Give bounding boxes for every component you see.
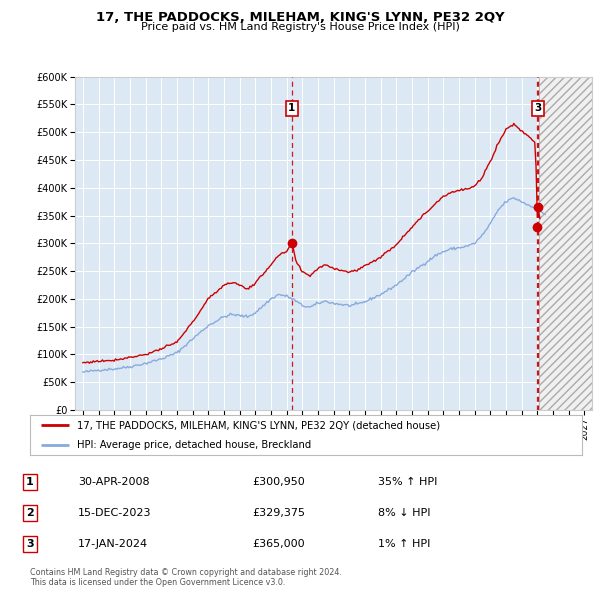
Text: 2: 2 [26,508,34,518]
Bar [539,77,592,410]
Text: 17-JAN-2024: 17-JAN-2024 [78,539,148,549]
Text: 17, THE PADDOCKS, MILEHAM, KING'S LYNN, PE32 2QY: 17, THE PADDOCKS, MILEHAM, KING'S LYNN, … [95,11,505,24]
Text: 3: 3 [26,539,34,549]
Text: £329,375: £329,375 [252,508,305,518]
Text: HPI: Average price, detached house, Breckland: HPI: Average price, detached house, Brec… [77,441,311,450]
Text: 3: 3 [535,103,542,113]
Text: 15-DEC-2023: 15-DEC-2023 [78,508,151,518]
Text: 1: 1 [288,103,295,113]
Text: £300,950: £300,950 [252,477,305,487]
Text: Contains HM Land Registry data © Crown copyright and database right 2024.
This d: Contains HM Land Registry data © Crown c… [30,568,342,587]
Text: 35% ↑ HPI: 35% ↑ HPI [378,477,437,487]
Text: £365,000: £365,000 [252,539,305,549]
Text: Price paid vs. HM Land Registry's House Price Index (HPI): Price paid vs. HM Land Registry's House … [140,22,460,32]
Text: 1: 1 [26,477,34,487]
Text: 30-APR-2008: 30-APR-2008 [78,477,149,487]
Text: 1% ↑ HPI: 1% ↑ HPI [378,539,430,549]
Bar [539,77,592,410]
Text: 17, THE PADDOCKS, MILEHAM, KING'S LYNN, PE32 2QY (detached house): 17, THE PADDOCKS, MILEHAM, KING'S LYNN, … [77,421,440,430]
Text: 8% ↓ HPI: 8% ↓ HPI [378,508,431,518]
